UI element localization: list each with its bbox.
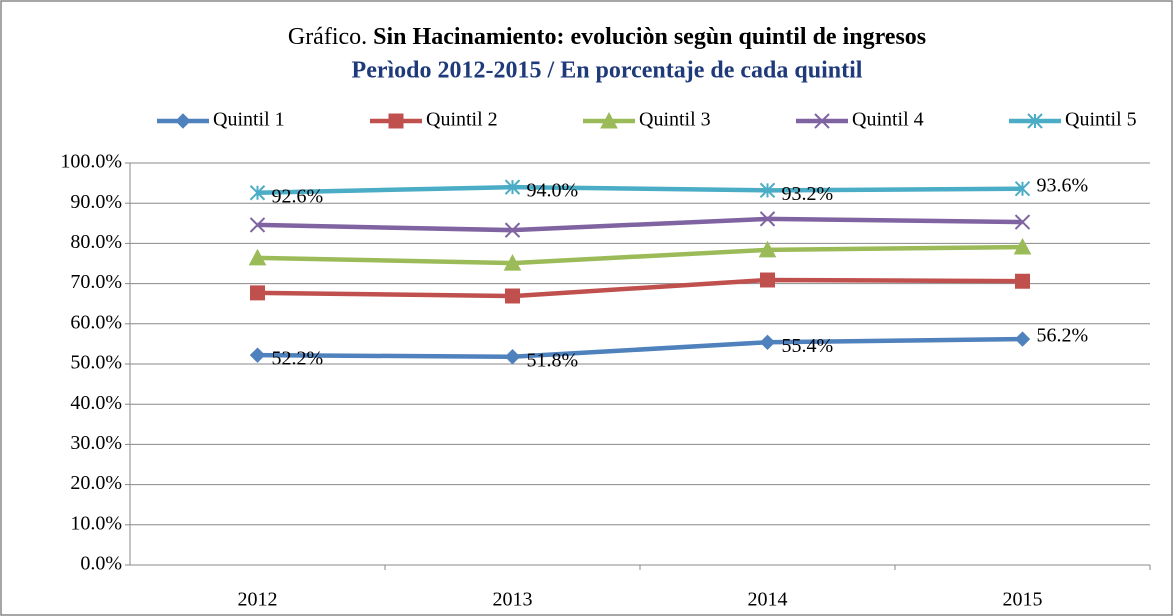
data-label: 92.6% (272, 185, 324, 207)
data-point (503, 254, 522, 271)
legend-marker (1027, 113, 1043, 129)
y-tick-label: 50.0% (70, 352, 122, 374)
legend-label: Quintil 3 (639, 109, 711, 131)
y-tick-label: 40.0% (70, 392, 122, 414)
data-point (505, 288, 520, 304)
chart-title: Gráfico. Sin Hacinamiento: evoluciòn seg… (288, 24, 926, 50)
legend-label: Quintil 2 (426, 109, 498, 131)
title-prefix: Gráfico. (288, 24, 367, 50)
data-label: 56.2% (1037, 325, 1089, 347)
y-tick-label: 90.0% (70, 191, 122, 213)
data-point (1014, 181, 1031, 197)
legend-marker (175, 113, 191, 129)
legend-label: Quintil 1 (213, 109, 285, 131)
data-point (250, 285, 265, 301)
legend-marker (600, 111, 618, 129)
data-point (504, 222, 521, 238)
data-label: 93.2% (782, 183, 834, 205)
legend-marker (388, 113, 404, 129)
legend-label: Quintil 4 (852, 109, 924, 131)
y-tick-label: 70.0% (70, 271, 122, 293)
y-tick-label: 10.0% (70, 512, 122, 534)
data-point (1014, 331, 1031, 347)
data-point (249, 347, 266, 363)
series-line (257, 184, 1023, 195)
data-point (1015, 273, 1030, 289)
x-tick-label: 2013 (493, 589, 533, 611)
legend-marker (814, 113, 830, 129)
data-point (249, 185, 266, 201)
data-point (504, 349, 521, 365)
y-tick-label: 100.0% (60, 151, 122, 173)
data-label: 51.8% (527, 349, 579, 371)
y-tick-label: 0.0% (80, 553, 122, 575)
data-label: 52.2% (272, 348, 324, 370)
y-tick-label: 80.0% (70, 231, 122, 253)
data-point (760, 272, 775, 288)
data-point (248, 248, 267, 266)
data-label: 94.0% (527, 180, 579, 202)
y-tick-label: 60.0% (70, 311, 122, 333)
x-tick-label: 2012 (238, 589, 278, 611)
y-tick-label: 30.0% (70, 432, 122, 454)
data-point (758, 240, 777, 258)
series-line (257, 216, 1023, 233)
chart-subtitle: Perìodo 2012-2015 / En porcentaje de cad… (352, 58, 863, 84)
data-point (249, 217, 266, 233)
y-tick-label: 20.0% (70, 472, 122, 494)
data-label: 93.6% (1037, 174, 1089, 196)
x-tick-label: 2015 (1003, 589, 1043, 611)
data-point (1014, 214, 1031, 230)
data-point (759, 211, 776, 227)
series-line (257, 244, 1023, 266)
data-point (759, 334, 776, 350)
series-line (257, 277, 1023, 299)
series-line (257, 336, 1023, 360)
data-point (1013, 237, 1032, 255)
x-tick-label: 2014 (748, 589, 788, 611)
data-point (504, 179, 521, 195)
data-point (759, 182, 776, 199)
legend-label: Quintil 5 (1065, 109, 1137, 131)
title-main: Sin Hacinamiento: evoluciòn segùn quinti… (373, 24, 926, 50)
data-label: 55.4% (782, 335, 834, 357)
